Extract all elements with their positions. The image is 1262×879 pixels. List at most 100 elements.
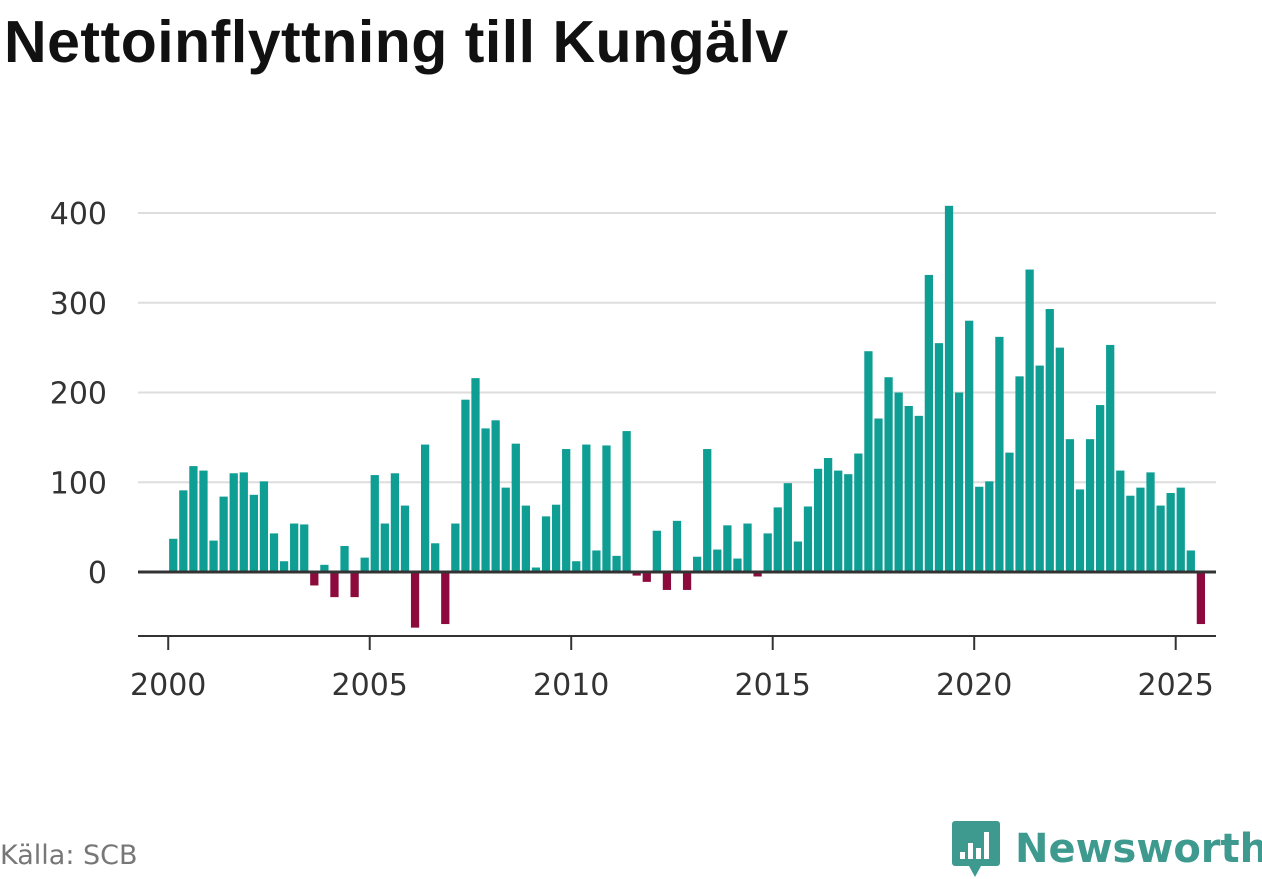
bar [793,541,803,572]
bar [481,428,490,572]
x-tick-label: 2010 [533,668,609,703]
bar [290,523,299,572]
bar [1126,495,1135,572]
bar [834,470,843,572]
bar [965,320,974,572]
bar [461,399,470,572]
bar [672,520,682,572]
bar [743,523,752,572]
bar [1106,344,1115,572]
source-note: Källa: SCB [0,840,138,871]
bar [662,572,672,590]
bar [370,475,379,572]
bar [602,445,611,572]
bar [652,530,661,572]
bar [874,418,883,572]
bar [703,449,712,572]
bar [632,572,641,576]
bar [1085,439,1095,572]
bar [1156,505,1165,572]
bar [783,483,792,572]
bar [350,572,359,598]
bar [169,538,178,572]
gridlines [138,212,1216,484]
bar [360,557,369,572]
bar [1196,572,1206,625]
bar [1146,472,1155,572]
bar [975,486,984,572]
bar [1176,487,1185,572]
bar [773,507,782,572]
bar [642,572,651,582]
bar [985,481,994,572]
newsworthy-logo-icon [952,821,1000,877]
bar [954,392,964,572]
bar [612,555,621,572]
y-tick-label: 400 [50,197,107,232]
bar [431,543,440,572]
bar [441,572,450,625]
y-tick-label: 100 [50,466,107,501]
x-tick-labels: 2000 2005 2010 2015 2020 2025 [130,668,1214,703]
x-tick-label: 2005 [332,668,408,703]
bar [682,572,692,590]
bar [249,494,258,572]
bar [1116,470,1125,572]
bar [1015,376,1024,572]
bar [511,443,520,572]
bar [803,506,813,572]
bar [471,378,480,572]
bar [995,336,1004,572]
bar [582,444,591,572]
bar [410,572,420,628]
bar [1166,493,1175,572]
bar [693,556,702,572]
bar [179,490,188,572]
bar [300,524,309,572]
y-tick-label: 300 [50,287,107,322]
bar [541,516,551,572]
bar [1035,365,1044,572]
bar [199,470,208,572]
bar [320,564,329,572]
bar [1136,487,1145,572]
bar [421,444,430,572]
bar [572,561,581,572]
bar [209,540,218,572]
bar [944,205,954,572]
x-tick-label: 2000 [130,668,206,703]
bar [340,545,349,572]
axes [138,570,1216,650]
bar [491,420,500,572]
bar [763,533,772,572]
bar [934,343,944,572]
x-tick-label: 2015 [735,668,811,703]
bar [1025,269,1034,572]
x-tick-label: 2025 [1138,668,1214,703]
bar [551,504,561,572]
bar [562,449,571,572]
x-tick-label: 2020 [936,668,1012,703]
bar [813,468,823,572]
bar [229,473,238,572]
bar [914,415,923,572]
bar [723,525,732,572]
bar [713,549,722,572]
bar [451,523,460,572]
bar [310,572,319,586]
bar [1186,550,1195,572]
bar [330,572,339,598]
bar [1005,452,1014,572]
bar [854,453,863,572]
bar [400,505,410,572]
bar [753,572,762,577]
bars [169,205,1206,628]
newsworthy-logo[interactable]: Newsworthy [951,819,1262,879]
bar [259,481,269,572]
bar [390,473,400,572]
y-tick-labels: 0 100 200 300 400 [50,197,107,591]
bar [1065,439,1075,572]
bar [189,466,198,572]
bar [1045,309,1054,572]
